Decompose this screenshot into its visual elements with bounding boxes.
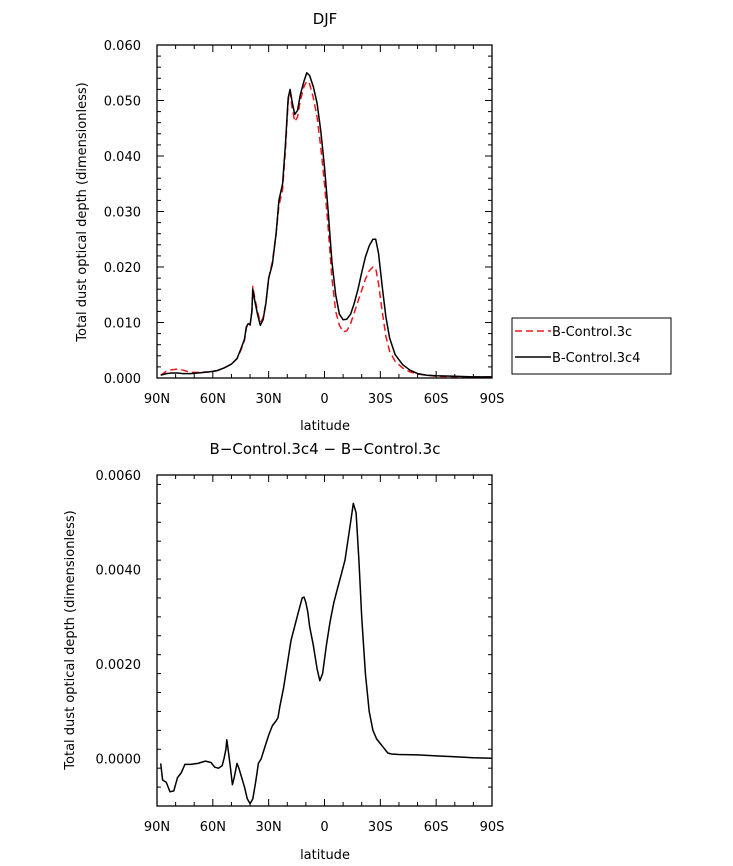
panel-1-tick-labels: 90N 60N 30N 0 30S 60S 90S 0.000 0.010 0.020 0.030 0…: [104, 39, 505, 407]
panel-1-plot-frame: [156, 44, 493, 379]
legend-box: [511, 317, 672, 375]
panel-2-tick-labels: 90N 60N 30N 0 30S 60S 90S 0.0000 0.0020 0.0040 0.0…: [96, 469, 505, 835]
x-tick-label: 60S: [424, 392, 449, 407]
y-tick-label: 0.030: [104, 206, 141, 221]
x-tick-label: 30S: [368, 820, 393, 835]
x-tick-label: 0: [320, 392, 328, 407]
y-tick-label: 0.0060: [96, 469, 142, 484]
legend-label-series-1: B-Control.3c: [552, 325, 632, 340]
y-tick-label: 0.040: [104, 150, 141, 165]
x-tick-label: 90N: [144, 820, 170, 835]
panel-2-plot-frame: [156, 474, 493, 807]
x-tick-label: 30N: [256, 392, 282, 407]
x-tick-label: 90S: [480, 392, 505, 407]
panel-2: B−Control.3c4 − B−Control.3c Total dust …: [63, 440, 504, 863]
y-tick-label: 0.050: [104, 95, 141, 110]
y-tick-label: 0.0020: [96, 658, 142, 673]
panel-2-title: B−Control.3c4 − B−Control.3c: [210, 440, 441, 458]
panel-1-title: DJF: [313, 10, 338, 28]
series-line-2: [160, 72, 492, 378]
x-tick-label: 90N: [144, 392, 170, 407]
panel-1-ticks: [156, 44, 493, 379]
y-tick-label: 0.0000: [96, 753, 142, 768]
x-tick-label: 60N: [200, 820, 226, 835]
x-tick-label: 0: [320, 820, 328, 835]
panel-2-series: [159, 502, 493, 805]
legend-label-series-2: B-Control.3c4: [552, 351, 640, 366]
x-tick-label: 90S: [480, 820, 505, 835]
x-tick-label: 60S: [424, 820, 449, 835]
series-line-1: [159, 502, 493, 805]
y-tick-label: 0.000: [104, 372, 141, 387]
panel-1-series: [160, 72, 492, 378]
panel-1: DJF Total dust optical depth (dimensionl…: [75, 10, 672, 434]
panel-2-x-axis-label: latitude: [300, 848, 350, 863]
panel-1-y-axis-label: Total dust optical depth (dimensionless): [75, 82, 90, 342]
x-tick-label: 30N: [256, 820, 282, 835]
y-tick-label: 0.010: [104, 317, 141, 332]
y-tick-label: 0.060: [104, 39, 141, 54]
x-tick-label: 30S: [368, 392, 393, 407]
x-tick-label: 60N: [200, 392, 226, 407]
series-line-1: [160, 80, 492, 378]
y-tick-label: 0.020: [104, 261, 141, 276]
panel-1-x-axis-label: latitude: [300, 419, 350, 434]
panel-1-legend: B-Control.3c B-Control.3c4: [511, 317, 672, 375]
y-tick-label: 0.0040: [96, 564, 142, 579]
panel-2-y-axis-label: Total dust optical depth (dimensionless): [63, 510, 78, 770]
